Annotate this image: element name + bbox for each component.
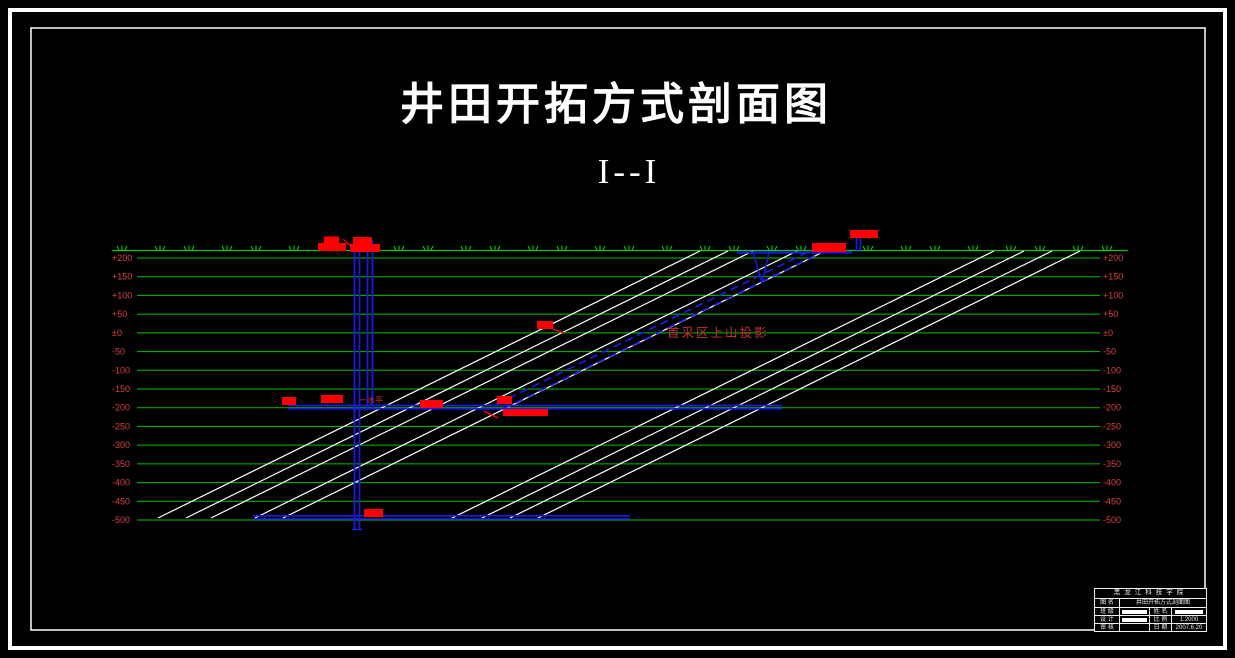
section-label: I--I [598, 152, 661, 191]
level-chamber [497, 396, 512, 404]
level-chamber [321, 395, 343, 403]
shaft-building [350, 244, 380, 252]
elevation-label-left: -350 [112, 459, 130, 469]
elevation-label-right: +150 [1103, 272, 1123, 282]
elevation-label-right: -50 [1103, 347, 1116, 357]
grass-symbols [116, 245, 1113, 251]
elevation-label-left: -100 [112, 365, 130, 375]
date-value: 2007.6.20 [1171, 624, 1206, 631]
surface-structures [282, 230, 878, 517]
drawing-name-label: 图 名 [1100, 600, 1114, 606]
district-rise-projection [496, 249, 812, 405]
scale-value: 1:2000 [1171, 616, 1206, 623]
designer-value [1119, 616, 1149, 623]
incline-portal [752, 251, 763, 284]
junction-mark [483, 410, 499, 419]
elevation-label-right: -200 [1103, 403, 1121, 413]
coal-seam-line [210, 250, 754, 519]
redacted-student-bar [1174, 609, 1204, 614]
elevation-label-right: -400 [1103, 478, 1121, 488]
designer-label: 设 计 [1100, 616, 1114, 623]
elevation-label-right: ±0 [1103, 328, 1113, 338]
coal-seam-lines [157, 250, 1081, 519]
shaft-building [353, 237, 372, 244]
incline-portal [761, 251, 770, 284]
coal-seam-line [157, 250, 701, 519]
elevation-label-right: -450 [1103, 496, 1121, 506]
checker-label: 审 核 [1100, 624, 1114, 631]
scale-label: 比 例 [1149, 616, 1171, 623]
elevation-label-right: -100 [1103, 365, 1121, 375]
elevation-label-left: -250 [112, 421, 130, 431]
coal-seam-line [185, 250, 729, 519]
elevation-label-right: -350 [1103, 459, 1121, 469]
class-value [1119, 608, 1149, 615]
elevation-label-left: -500 [112, 515, 130, 525]
elevation-label-right: -250 [1103, 421, 1121, 431]
seam-marker-tail [552, 328, 565, 334]
elevation-label-left: +50 [112, 309, 127, 319]
checker-value [1119, 624, 1149, 631]
coal-seam-line [481, 250, 1025, 519]
outer-border-frame [8, 8, 1227, 650]
elevation-label-left: -450 [112, 496, 130, 506]
elevation-label-left: +100 [112, 290, 132, 300]
title-block: 黑龙江科技学院 图 名 井田开拓方式剖面图 班 级 姓 名 设 计 比 例 1:… [1094, 588, 1207, 632]
elevation-label-right: -150 [1103, 384, 1121, 394]
inner-border-frame [30, 27, 1206, 631]
elevation-label-left: -300 [112, 440, 130, 450]
drawing-name-value: 井田开拓方式剖面图 [1119, 599, 1206, 607]
student-label: 姓 名 [1149, 608, 1171, 615]
headframe-top [324, 236, 339, 243]
rise-projection-label: 首采区上山投影 [667, 325, 769, 340]
level-one-label: 一水平 [359, 395, 383, 405]
elevation-label-right: +50 [1103, 309, 1118, 319]
redacted-designer-bar [1122, 617, 1147, 622]
mine-workings [253, 237, 862, 531]
level-chamber [420, 400, 443, 408]
coal-seam-line [451, 250, 995, 519]
coal-seam-line [537, 250, 1081, 519]
school-name: 黑龙江科技学院 [1113, 589, 1188, 597]
elevation-label-left: -50 [112, 347, 125, 357]
date-label: 日 期 [1149, 624, 1171, 631]
headframe-building [318, 243, 346, 251]
incline-portal-building [812, 243, 846, 252]
elevation-label-left: -200 [112, 403, 130, 413]
elevation-grid: +200 +200 +150 +150 +100 +100 +50 +50 ±0 ±0 -50 -50… [112, 253, 1123, 525]
elevation-label-left: +200 [112, 253, 132, 263]
drawing-title: 井田开拓方式剖面图 [400, 80, 832, 129]
elevation-label-left: -150 [112, 384, 130, 394]
elevation-label-left: ±0 [112, 328, 122, 338]
elevation-label-right: -300 [1103, 440, 1121, 450]
level-chamber [503, 409, 548, 416]
elevation-label-right: +100 [1103, 290, 1123, 300]
seam-marker [537, 321, 553, 329]
elevation-label-right: -500 [1103, 515, 1121, 525]
level-chamber [282, 397, 296, 405]
elevation-label-left: +150 [112, 272, 132, 282]
coal-seam-line [254, 250, 798, 519]
coal-seam-line [509, 250, 1053, 519]
class-label: 班 级 [1100, 608, 1114, 615]
redacted-class-bar [1122, 609, 1147, 614]
shaft-bottom-chamber [364, 509, 383, 517]
headframe-brace [342, 238, 357, 252]
district-rise-projection [503, 253, 819, 410]
elevation-label-right: +200 [1103, 253, 1123, 263]
elevation-label-left: -400 [112, 478, 130, 488]
fan-house [850, 230, 878, 238]
student-value [1171, 608, 1206, 615]
